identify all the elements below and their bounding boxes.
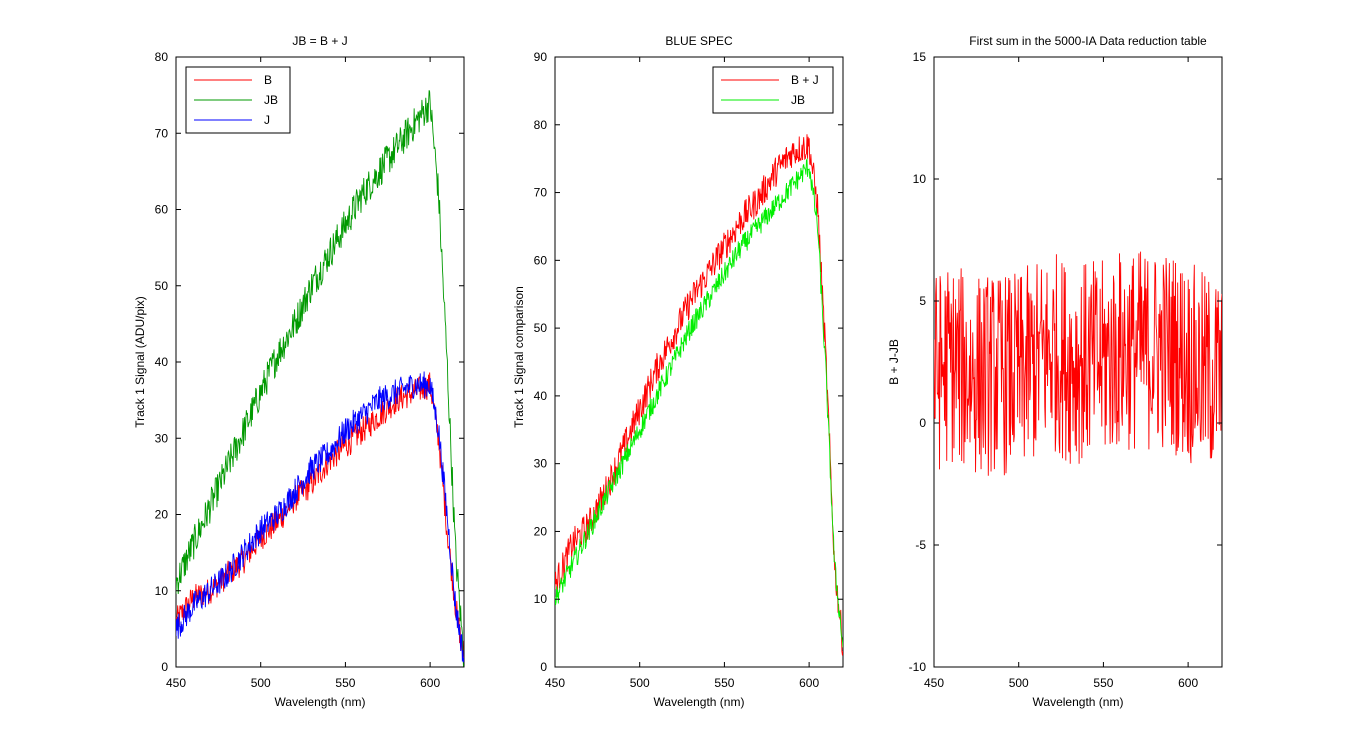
chart-panel-3: First sum in the 5000-IA Data reduction …	[887, 34, 1223, 709]
chart-3-y-tick-label: 0	[919, 416, 926, 430]
chart-2-x-tick-label: 550	[714, 676, 734, 690]
chart-1-y-tick-label: 30	[155, 431, 169, 445]
chart-2-title: BLUE SPEC	[665, 34, 733, 48]
chart-3-x-tick-label: 550	[1093, 676, 1113, 690]
chart-1-x-tick-label: 600	[420, 676, 440, 690]
chart-2-x-tick-label: 500	[630, 676, 650, 690]
chart-1-x-axis-label: Wavelength (nm)	[275, 695, 366, 709]
chart-3-y-tick-label: -10	[909, 660, 927, 674]
chart-1-title: JB = B + J	[292, 34, 347, 48]
chart-2-series-jb	[555, 157, 843, 648]
chart-panel-1: JB = B + J Wavelength (nm) Track 1 Signa…	[133, 34, 465, 709]
chart-3-x-tick-label: 450	[924, 676, 944, 690]
chart-3-y-tick-label: 10	[913, 172, 927, 186]
chart-1-y-axis-label: Track 1 Signal (ADU/pix)	[133, 296, 147, 428]
chart-2-x-tick-label: 600	[799, 676, 819, 690]
chart-1-y-tick-label: 10	[155, 584, 169, 598]
chart-3-x-tick-label: 500	[1009, 676, 1029, 690]
chart-1-y-tick-label: 20	[155, 508, 169, 522]
chart-1-y-tick-label: 80	[155, 50, 169, 64]
chart-2-y-tick-label: 30	[534, 457, 548, 471]
chart-3-y-tick-label: 15	[913, 50, 927, 64]
chart-2-x-axis-label: Wavelength (nm)	[654, 695, 745, 709]
chart-2-y-axis-label: Track 1 Signal comparison	[512, 286, 526, 428]
chart-panel-2: BLUE SPEC Wavelength (nm) Track 1 Signal…	[512, 34, 844, 709]
chart-2-y-tick-label: 80	[534, 118, 548, 132]
chart-2-y-tick-label: 90	[534, 50, 548, 64]
chart-2-y-tick-label: 40	[534, 389, 548, 403]
chart-2-x-tick-label: 450	[545, 676, 565, 690]
chart-2-legend-box	[712, 66, 834, 114]
chart-3-y-axis-label: B + J-JB	[887, 339, 901, 385]
chart-1-legend-label: JB	[264, 93, 278, 107]
chart-1-y-tick-label: 40	[155, 355, 169, 369]
chart-3-x-axis-label: Wavelength (nm)	[1033, 695, 1124, 709]
chart-1-y-tick-label: 0	[161, 660, 168, 674]
chart-3-y-tick-label: 5	[919, 294, 926, 308]
chart-2-y-tick-label: 70	[534, 186, 548, 200]
chart-1-legend: B JB J	[185, 66, 291, 134]
chart-3-title: First sum in the 5000-IA Data reduction …	[969, 34, 1207, 48]
chart-2-y-tick-label: 60	[534, 253, 548, 267]
chart-1-y-tick-label: 70	[155, 126, 169, 140]
chart-1-legend-label: B	[264, 73, 272, 87]
chart-2-y-tick-label: 10	[534, 592, 548, 606]
chart-2-y-tick-label: 20	[534, 524, 548, 538]
chart-3-y-tick-label: -5	[915, 538, 926, 552]
chart-2-legend-label: JB	[791, 93, 805, 107]
chart-1-series-j	[176, 371, 464, 663]
chart-1-x-tick-label: 550	[335, 676, 355, 690]
chart-1-x-tick-label: 500	[251, 676, 271, 690]
chart-1-legend-label: J	[264, 113, 270, 127]
chart-1-x-tick-label: 450	[166, 676, 186, 690]
chart-1-y-tick-label: 60	[155, 203, 169, 217]
chart-2-legend-label: B + J	[791, 73, 819, 87]
chart-2-y-tick-label: 0	[540, 660, 547, 674]
chart-1-y-tick-label: 50	[155, 279, 169, 293]
chart-2-legend: B + J JB	[712, 66, 834, 114]
chart-1-plot-area	[175, 56, 465, 668]
chart-3-series-line	[934, 251, 1222, 476]
chart-1-series-jb	[176, 90, 464, 667]
chart-2-y-tick-label: 50	[534, 321, 548, 335]
chart-3-x-tick-label: 600	[1178, 676, 1198, 690]
